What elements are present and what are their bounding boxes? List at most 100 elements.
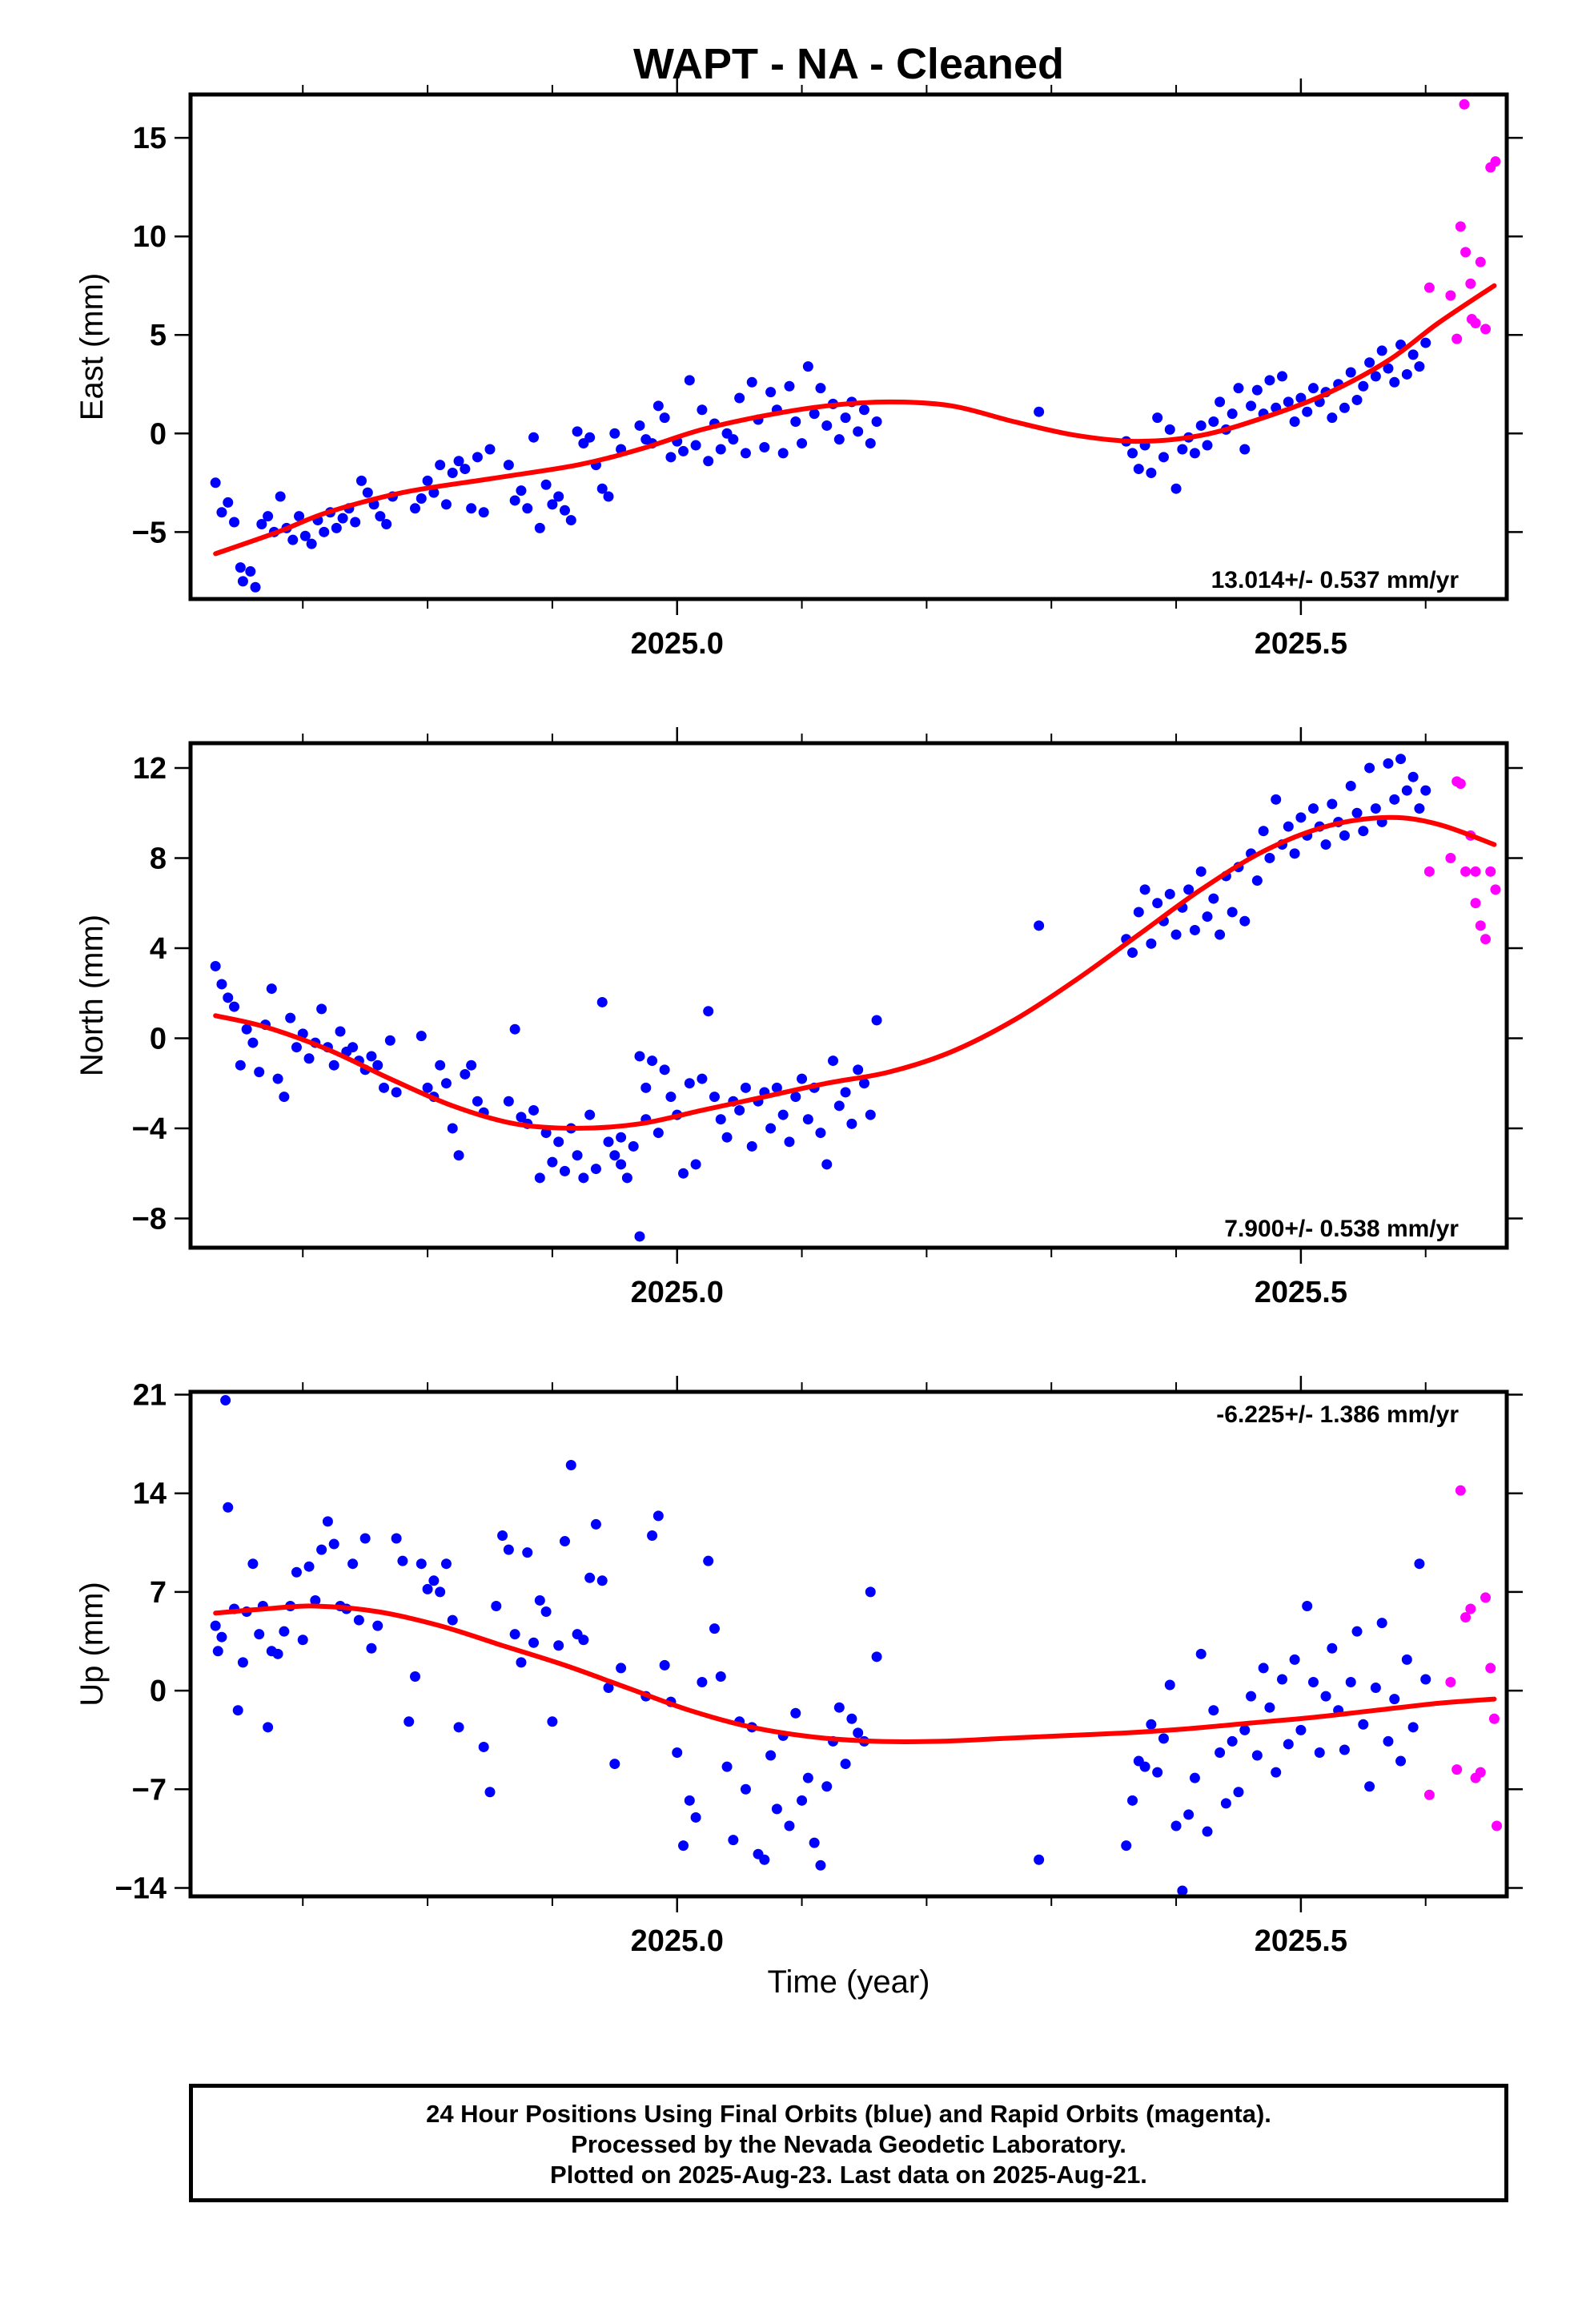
data-point (703, 456, 714, 467)
data-point (503, 1544, 514, 1555)
data-point (263, 511, 274, 522)
footer-line-1: 24 Hour Positions Using Final Orbits (bl… (426, 2100, 1271, 2128)
data-point (1480, 1592, 1492, 1603)
data-point (678, 1168, 689, 1179)
plot-area (210, 1395, 1503, 1896)
data-point (1383, 363, 1394, 374)
data-point (528, 1637, 540, 1648)
data-point (247, 1558, 259, 1570)
data-point (1239, 1724, 1251, 1735)
data-point (647, 1530, 658, 1541)
data-point (1295, 812, 1307, 823)
data-point (1283, 821, 1294, 832)
data-point (1339, 1744, 1350, 1755)
data-point (540, 479, 552, 490)
data-point (790, 1707, 801, 1719)
data-point (1289, 1654, 1300, 1665)
data-point (784, 380, 795, 392)
data-point (715, 1671, 726, 1682)
data-point (247, 1037, 259, 1048)
fit-curve (213, 283, 1497, 557)
data-point (328, 1059, 339, 1071)
data-point (609, 1759, 620, 1770)
data-point (1277, 371, 1288, 382)
data-point (1215, 1747, 1226, 1759)
data-point (547, 499, 558, 510)
y-tick-label: 10 (133, 220, 167, 254)
y-tick-label: 15 (133, 122, 167, 155)
data-point (697, 404, 708, 416)
data-point (306, 538, 317, 549)
data-point (697, 1073, 708, 1084)
data-point (223, 992, 234, 1003)
data-point (379, 1082, 390, 1093)
series-final (210, 337, 1431, 593)
data-point (1364, 762, 1375, 774)
data-point (1460, 247, 1472, 258)
data-point (1460, 1612, 1472, 1623)
data-point (715, 1114, 726, 1125)
data-point (210, 1620, 221, 1631)
data-point (1189, 924, 1200, 935)
data-point (1459, 99, 1470, 110)
data-point (516, 1657, 527, 1668)
data-point (1307, 383, 1319, 394)
data-point (684, 1795, 695, 1806)
data-point (1302, 406, 1313, 417)
data-point (1233, 1787, 1244, 1798)
data-point (220, 1395, 231, 1406)
data-point (1364, 357, 1375, 368)
data-point (1423, 1789, 1435, 1800)
data-point (409, 503, 420, 514)
data-point (1420, 337, 1431, 348)
data-point (1277, 1674, 1288, 1685)
data-point (435, 460, 446, 471)
y-tick-label: −14 (115, 1872, 167, 1905)
data-point (460, 1068, 471, 1080)
data-point (1183, 1809, 1195, 1820)
footer-line-2: Processed by the Nevada Geodetic Laborat… (571, 2130, 1126, 2158)
data-point (1407, 1722, 1419, 1733)
data-point (697, 1677, 708, 1688)
data-point (350, 517, 361, 528)
y-tick-label: 12 (133, 752, 167, 786)
data-point (784, 1136, 795, 1148)
data-point (1420, 785, 1431, 796)
data-point (237, 1657, 248, 1668)
data-point (728, 434, 739, 445)
data-point (840, 1759, 851, 1770)
data-point (1152, 1767, 1163, 1778)
data-point (1345, 367, 1356, 378)
data-point (210, 960, 221, 971)
data-point (553, 1640, 564, 1651)
data-point (322, 1516, 333, 1527)
y-tick-label: 5 (150, 319, 167, 352)
data-point (1364, 1781, 1375, 1792)
data-point (1395, 754, 1407, 765)
data-point (1146, 938, 1157, 949)
data-point (1227, 907, 1238, 918)
data-point (347, 1558, 359, 1570)
data-point (534, 1172, 545, 1184)
data-point (1480, 934, 1492, 945)
data-point (858, 1078, 869, 1089)
data-point (1121, 1840, 1132, 1852)
y-tick-label: 8 (150, 842, 167, 875)
data-point (740, 1082, 751, 1093)
data-point (216, 507, 227, 518)
data-point (584, 432, 596, 443)
data-point (765, 1750, 777, 1761)
data-point (381, 518, 392, 529)
x-axis-title: Time (year) (768, 1964, 930, 2000)
data-point (1246, 1691, 1257, 1702)
data-point (1455, 221, 1466, 232)
y-tick-label: 0 (150, 417, 167, 451)
data-point (853, 1727, 864, 1739)
data-point (1460, 866, 1472, 877)
data-point (316, 1003, 327, 1015)
data-point (272, 1073, 283, 1084)
data-point (1490, 884, 1501, 895)
data-point (846, 1713, 857, 1724)
x-tick-label: 2025.0 (631, 1276, 724, 1309)
